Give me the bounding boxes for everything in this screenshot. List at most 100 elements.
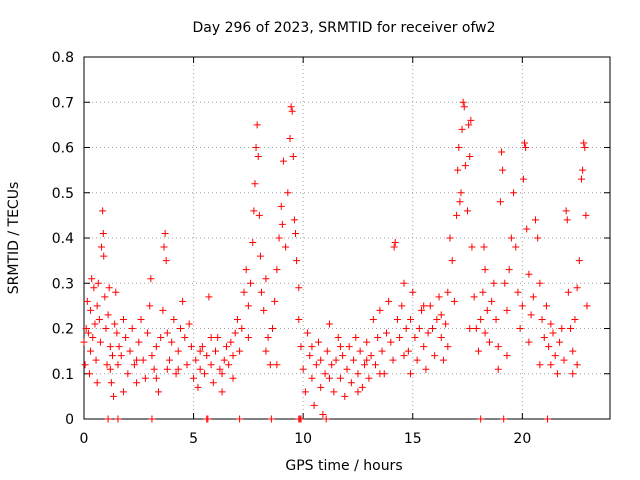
data-point — [85, 370, 93, 378]
data-point — [288, 107, 296, 115]
data-point — [500, 415, 508, 423]
data-point — [277, 202, 285, 210]
data-point — [371, 361, 379, 369]
data-point — [181, 334, 189, 342]
x-tick-label: 0 — [80, 431, 89, 447]
data-point — [94, 279, 102, 287]
data-point — [341, 392, 349, 400]
data-point — [82, 325, 90, 332]
data-point — [481, 266, 489, 274]
data-point — [299, 365, 307, 373]
data-point — [319, 410, 327, 418]
data-point — [529, 293, 537, 301]
data-point — [306, 352, 314, 360]
data-point — [216, 365, 224, 373]
data-point — [80, 338, 88, 346]
data-point — [522, 144, 530, 151]
data-point — [563, 216, 571, 224]
data-point — [457, 189, 465, 197]
data-point — [424, 329, 432, 337]
y-tick-label: 0 — [65, 412, 74, 428]
data-point — [233, 315, 241, 323]
data-point — [267, 415, 275, 423]
chart-title: Day 296 of 2023, SRMTID for receiver ofw… — [192, 20, 495, 36]
data-point — [256, 252, 264, 260]
data-point — [582, 211, 590, 219]
data-point — [268, 325, 276, 332]
data-point — [334, 334, 342, 342]
data-point — [133, 356, 141, 364]
grid-lines — [84, 57, 610, 419]
data-point — [433, 315, 441, 323]
data-point — [251, 180, 259, 188]
data-point — [525, 338, 533, 346]
data-point — [262, 275, 270, 283]
data-point — [240, 288, 248, 296]
data-point — [304, 329, 312, 337]
data-point — [291, 229, 299, 237]
data-point — [174, 365, 182, 373]
y-tick-label: 0.7 — [52, 95, 74, 111]
data-point — [569, 370, 577, 378]
data-point — [481, 329, 489, 337]
data-point — [523, 225, 531, 233]
data-point — [185, 320, 193, 328]
data-point — [544, 415, 552, 423]
data-point — [255, 211, 263, 219]
data-point — [389, 356, 397, 364]
data-point — [87, 306, 95, 314]
data-point — [488, 297, 496, 305]
data-point — [84, 329, 92, 337]
data-point — [162, 257, 170, 265]
data-point — [264, 334, 272, 342]
data-point — [119, 388, 127, 396]
data-point — [275, 234, 283, 242]
data-point — [490, 279, 498, 287]
data-point — [110, 392, 118, 400]
data-point — [374, 334, 382, 342]
data-point — [581, 144, 589, 151]
data-point — [420, 302, 428, 310]
data-point — [365, 374, 373, 382]
data-point — [312, 361, 320, 369]
data-point — [453, 211, 461, 219]
data-point — [458, 125, 466, 133]
data-point — [112, 288, 120, 296]
data-point — [236, 415, 244, 423]
data-point — [148, 415, 156, 423]
data-point — [420, 343, 428, 351]
data-point — [545, 343, 553, 351]
data-point — [437, 334, 445, 342]
y-tick-label: 0.4 — [52, 231, 74, 247]
data-point — [155, 388, 163, 396]
data-point — [393, 315, 401, 323]
data-point — [262, 347, 270, 355]
y-tick-label: 0.3 — [52, 276, 74, 292]
data-point — [114, 415, 122, 423]
data-point — [119, 315, 127, 323]
data-point — [444, 343, 452, 351]
data-point — [238, 325, 246, 332]
data-point — [102, 325, 110, 332]
data-point — [418, 306, 426, 314]
data-point — [567, 325, 575, 332]
data-point — [301, 388, 309, 396]
data-point — [115, 343, 123, 351]
data-point — [176, 325, 184, 332]
data-point — [354, 388, 362, 396]
data-point — [536, 279, 544, 287]
data-point — [551, 352, 559, 360]
data-point — [339, 352, 347, 360]
data-point — [89, 334, 97, 342]
data-point — [330, 388, 338, 396]
data-point — [93, 302, 101, 310]
data-point — [160, 243, 168, 251]
data-point — [343, 365, 351, 373]
data-point — [540, 334, 548, 342]
data-point — [172, 370, 180, 378]
data-point — [501, 279, 509, 287]
data-point — [356, 347, 364, 355]
data-point — [95, 315, 103, 323]
data-point — [435, 293, 443, 301]
